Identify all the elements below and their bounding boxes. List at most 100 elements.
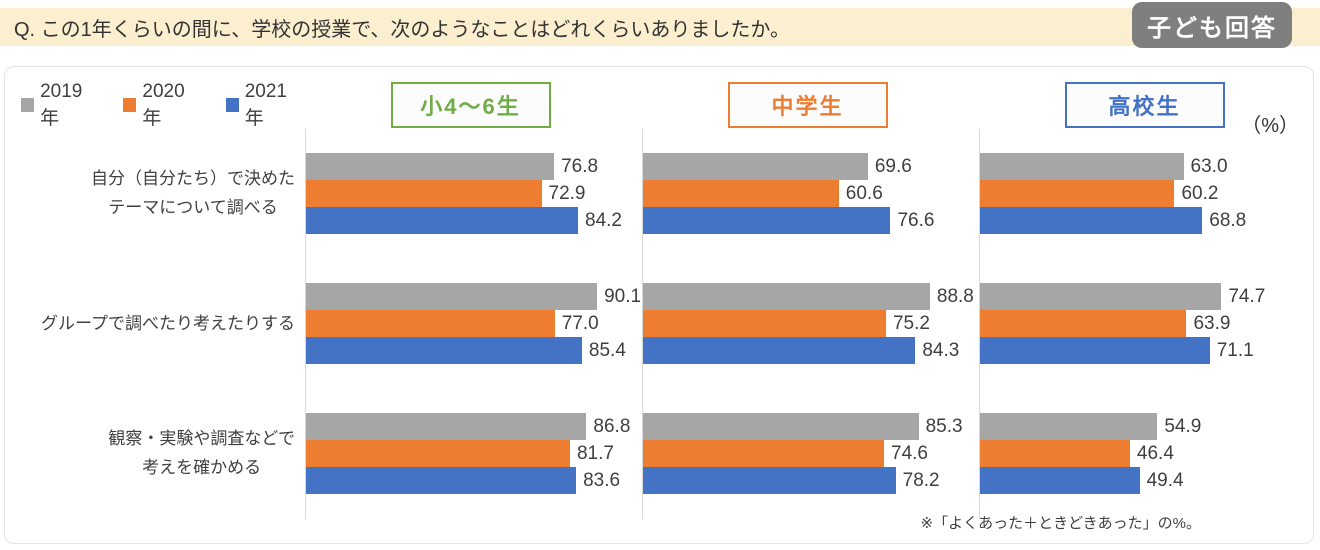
chart-row: 自分（自分たち）で決めた テーマについて調べる 76.8 72.9 84.2 69.6 6… — [5, 129, 1313, 259]
bar-row: 72.9 — [306, 180, 642, 207]
category-label: 自分（自分たち）で決めた テーマについて調べる — [91, 169, 295, 217]
bar-2021年 — [980, 337, 1210, 364]
chart-panel: 85.3 74.6 78.2 — [642, 389, 979, 519]
bar-2020年 — [306, 310, 555, 337]
bar-2020年 — [306, 440, 570, 467]
bar-2021年 — [643, 337, 916, 364]
bar-row: 49.4 — [980, 467, 1316, 494]
bar-row: 71.1 — [980, 337, 1316, 364]
legend-label-2021: 2021年 — [244, 80, 288, 129]
panel-header-elementary-box: 小4～6生 — [390, 82, 551, 128]
bar-2020年 — [643, 180, 839, 207]
bar-value-label: 68.8 — [1209, 209, 1247, 231]
bar-row: 63.9 — [980, 310, 1316, 337]
bar-value-label: 63.0 — [1190, 155, 1228, 177]
category-label-wrap: 自分（自分たち）で決めた テーマについて調べる — [5, 129, 305, 259]
bar-row: 74.7 — [980, 283, 1316, 310]
bar-value-label: 71.1 — [1216, 339, 1254, 361]
chart-panel: 88.8 75.2 84.3 — [642, 259, 979, 389]
bar-2021年 — [643, 467, 896, 494]
bar-row: 76.8 — [306, 153, 642, 180]
chart-panel: 74.7 63.9 71.1 — [979, 259, 1316, 389]
bar-value-label: 69.6 — [874, 155, 912, 177]
chart-panel: 86.8 81.7 83.6 — [305, 389, 642, 519]
legend: 2019年 2020年 2021年 — [5, 81, 302, 130]
bar-row: 60.2 — [980, 180, 1316, 207]
bar-value-label: 74.7 — [1228, 285, 1266, 307]
bar-value-label: 60.2 — [1181, 182, 1219, 204]
bar-value-label: 76.8 — [561, 155, 599, 177]
bar-row: 54.9 — [980, 413, 1316, 440]
bar-row: 75.2 — [643, 310, 979, 337]
panel-header-high-school: 高校生 — [976, 82, 1313, 128]
bar-value-label: 77.0 — [561, 312, 599, 334]
bar-2021年 — [980, 467, 1140, 494]
category-label: グループで調べたり考えたりする — [41, 313, 295, 333]
panel-header-junior-high: 中学生 — [639, 82, 976, 128]
legend-item-2021: 2021年 — [225, 80, 302, 130]
chart-panel: 90.1 77.0 85.4 — [305, 259, 642, 389]
bar-row: 76.6 — [643, 207, 979, 234]
chart-panel: 69.6 60.6 76.6 — [642, 129, 979, 259]
bar-row: 83.6 — [306, 467, 642, 494]
bar-row: 63.0 — [980, 153, 1316, 180]
chart-card: 2019年 2020年 2021年 小4～6生 中学生 高校生 （%） 自分（自… — [4, 66, 1314, 544]
bar-row: 77.0 — [306, 310, 642, 337]
bar-2020年 — [980, 180, 1175, 207]
bar-value-label: 74.6 — [891, 442, 928, 464]
bar-row: 84.3 — [643, 337, 979, 364]
bar-2021年 — [306, 207, 579, 234]
bar-2021年 — [306, 467, 577, 494]
bar-value-label: 78.2 — [902, 469, 940, 491]
bar-value-label: 49.4 — [1146, 469, 1184, 491]
bar-row: 84.2 — [306, 207, 642, 234]
panel-header-elementary: 小4～6生 — [302, 82, 639, 128]
bar-2019年 — [643, 153, 868, 180]
bar-value-label: 84.2 — [585, 209, 622, 231]
bar-2021年 — [643, 207, 891, 234]
legend-item-2019: 2019年 — [21, 81, 97, 130]
chart-panel: 54.9 46.4 49.4 — [979, 389, 1316, 519]
bar-2020年 — [643, 310, 886, 337]
bar-value-label: 75.2 — [892, 312, 930, 334]
bar-row: 90.1 — [306, 283, 642, 310]
bar-row: 78.2 — [643, 467, 979, 494]
bar-value-label: 84.3 — [922, 339, 960, 361]
category-label: 観察・実験や調査などで 考えを確かめる — [108, 429, 295, 477]
bar-2019年 — [306, 413, 587, 440]
legend-swatch-2019 — [21, 98, 35, 112]
category-label-wrap: グループで調べたり考えたりする — [5, 259, 305, 389]
bar-value-label: 81.7 — [576, 442, 614, 464]
bar-row: 85.4 — [306, 337, 642, 364]
chart-row: グループで調べたり考えたりする 90.1 77.0 85.4 88.8 75.2 84.3 7… — [5, 259, 1313, 389]
bar-value-label: 88.8 — [936, 285, 974, 307]
footnote: ※「よくあった＋ときどきあった」の%。 — [920, 515, 1201, 532]
bar-row: 68.8 — [980, 207, 1316, 234]
bar-2019年 — [980, 283, 1222, 310]
bar-2019年 — [306, 283, 598, 310]
bar-row: 85.3 — [643, 413, 979, 440]
bar-2020年 — [643, 440, 884, 467]
legend-item-2020: 2020年 — [123, 81, 199, 130]
bar-value-label: 83.6 — [583, 469, 621, 491]
bar-2020年 — [306, 180, 542, 207]
legend-label-2019: 2019年 — [40, 80, 83, 129]
respondent-badge-label: 子ども回答 — [1147, 14, 1277, 42]
unit-label: （%） — [1241, 115, 1299, 137]
bar-value-label: 63.9 — [1193, 312, 1231, 334]
bar-2020年 — [980, 440, 1130, 467]
question-bar: Q. この1年くらいの間に、学校の授業で、次のようなことはどれくらいありましたか… — [0, 8, 1320, 46]
legend-swatch-2020 — [123, 98, 137, 112]
panel-header-high-school-box: 高校生 — [1064, 82, 1225, 128]
bar-2019年 — [306, 153, 555, 180]
bar-value-label: 60.6 — [845, 182, 883, 204]
bar-value-label: 85.3 — [925, 415, 963, 437]
bar-value-label: 72.9 — [548, 182, 586, 204]
bar-value-label: 76.6 — [897, 209, 935, 231]
bar-2019年 — [643, 283, 930, 310]
question-text: Q. この1年くらいの間に、学校の授業で、次のようなことはどれくらいありましたか… — [14, 18, 790, 41]
bar-value-label: 54.9 — [1164, 415, 1202, 437]
bar-value-label: 90.1 — [604, 285, 642, 307]
legend-swatch-2021 — [225, 98, 239, 112]
chart-area: 自分（自分たち）で決めた テーマについて調べる 76.8 72.9 84.2 69.6 6… — [5, 129, 1313, 519]
